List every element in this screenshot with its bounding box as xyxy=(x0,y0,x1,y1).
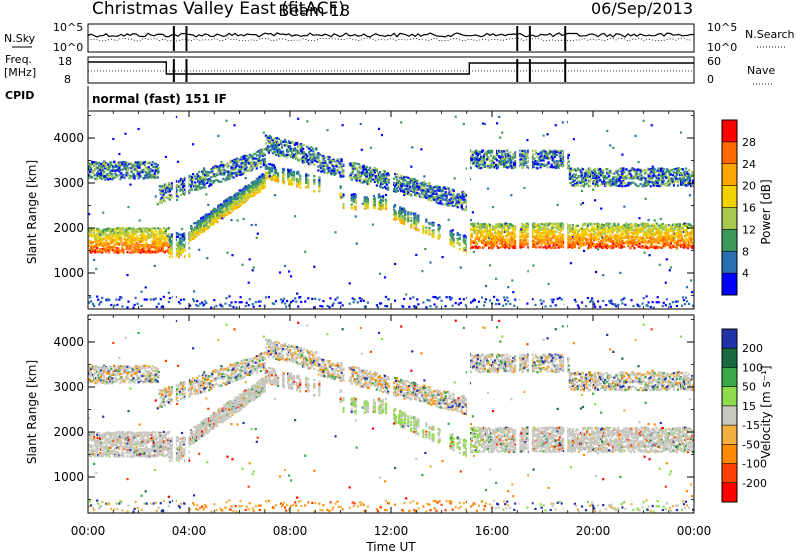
x-axis-ticks: 00:00 04:00 08:00 12:00 16:00 20:00 00:00 xyxy=(71,111,712,538)
colorbar-tick: 100 xyxy=(742,361,763,374)
colorbar-tick: -200 xyxy=(742,477,767,490)
colorbar-tick: -15 xyxy=(742,419,760,432)
x-tick-label: 20:00 xyxy=(576,524,611,538)
beam-label: Beam 18 xyxy=(278,1,350,20)
colorbar-tick: 8 xyxy=(742,245,749,258)
colorbar-tick: 15 xyxy=(742,400,756,413)
power-y-ticks: 1000 2000 3000 4000 xyxy=(53,115,694,296)
x-tick-label: 12:00 xyxy=(374,524,409,538)
station-title: Christmas Valley East (fitACF) xyxy=(92,0,345,19)
colorbar-tick: 28 xyxy=(742,136,756,149)
colorbar-tick: 12 xyxy=(742,223,756,236)
freq-label: Freq. xyxy=(5,53,32,66)
power-colorbar-label: Power [dB] xyxy=(759,179,773,244)
freq-panel: Freq. [MHz] 18 8 60 0 Nave xyxy=(4,53,775,86)
freq-tick-top: 18 xyxy=(58,55,72,68)
velocity-y-ticks: 1000 2000 3000 4000 xyxy=(53,319,694,500)
y-tick-label: 1000 xyxy=(53,470,84,484)
nsearch-tick-bottom: 10^0 xyxy=(707,41,737,54)
x-tick-label: 00:00 xyxy=(677,524,712,538)
y-tick-label: 1000 xyxy=(53,266,84,280)
freq-unit: [MHz] xyxy=(4,66,36,79)
nave-tick-top: 60 xyxy=(707,55,721,68)
x-tick-label: 08:00 xyxy=(273,524,308,538)
x-tick-label: 16:00 xyxy=(475,524,510,538)
cpid-value: normal (fast) 151 IF xyxy=(92,92,227,106)
nsky-panel: N.Sky 10^5 10^0 10^5 10^0 N.Search xyxy=(4,21,795,82)
y-tick-label: 4000 xyxy=(53,335,84,349)
colorbar-tick: 200 xyxy=(742,342,763,355)
nsky-tick-top: 10^5 xyxy=(53,21,83,34)
nave-tick-bottom: 0 xyxy=(707,73,714,86)
y-tick-label: 4000 xyxy=(53,131,84,145)
colorbar-tick: 4 xyxy=(742,267,749,280)
y-tick-label: 3000 xyxy=(53,176,84,190)
nave-label: Nave xyxy=(747,64,775,77)
power-colorbar: 28 24 20 16 12 8 4 xyxy=(721,119,756,296)
nsky-tick-bottom: 10^0 xyxy=(53,41,83,54)
velocity-colorbar-label: Velocity [m s⁻¹] xyxy=(759,365,773,458)
colorbar-tick: 20 xyxy=(742,180,756,193)
nsearch-label: N.Search xyxy=(745,28,795,41)
nsky-label: N.Sky xyxy=(4,32,36,45)
y-tick-label: 3000 xyxy=(53,380,84,394)
colorbar-tick: -50 xyxy=(742,438,760,451)
power-panel: 1000 2000 3000 4000 Slant Range [km] xyxy=(25,110,695,310)
nsearch-tick-top: 10^5 xyxy=(707,21,737,34)
velocity-colorbar: 200 100 50 15 -15 -50 -100 -200 xyxy=(721,328,767,503)
power-ylabel: Slant Range [km] xyxy=(25,160,39,264)
velocity-heatmap-data xyxy=(88,316,695,513)
colorbar-tick: 16 xyxy=(742,202,756,215)
y-tick-label: 2000 xyxy=(53,425,84,439)
colorbar-tick: 24 xyxy=(742,158,756,171)
velocity-ylabel: Slant Range [km] xyxy=(25,360,39,464)
cpid-label: CPID xyxy=(5,89,34,102)
colorbar-tick: -100 xyxy=(742,458,767,471)
date-label: 06/Sep/2013 xyxy=(591,0,693,18)
x-tick-label: 04:00 xyxy=(172,524,207,538)
x-axis-label: Time UT xyxy=(365,540,416,554)
power-heatmap-data xyxy=(88,112,695,309)
cpid-panel: CPID normal (fast) 151 IF xyxy=(5,86,227,110)
colorbar-tick: 50 xyxy=(742,381,756,394)
velocity-panel: 1000 2000 3000 4000 Slant Range [km] xyxy=(25,314,695,514)
y-tick-label: 2000 xyxy=(53,221,84,235)
x-tick-label: 00:00 xyxy=(71,524,106,538)
freq-tick-bottom: 8 xyxy=(64,73,71,86)
